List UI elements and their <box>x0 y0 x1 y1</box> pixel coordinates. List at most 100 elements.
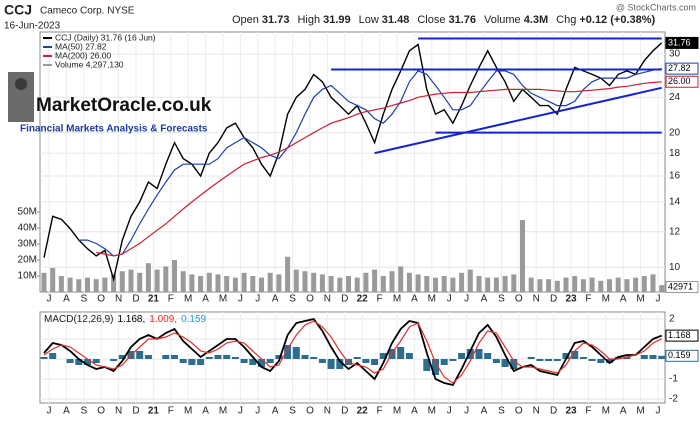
x-tick-label: J <box>255 406 260 417</box>
histogram-bar <box>240 359 248 363</box>
x-tick-label: J <box>255 294 260 305</box>
x-tick-label: A <box>202 406 209 417</box>
y-tick-label: 18 <box>669 148 681 159</box>
quote-value: 31.76 <box>448 14 476 26</box>
x-tick-label: S <box>80 294 87 305</box>
volume-bar <box>528 277 534 292</box>
x-tick-label: 23 <box>565 406 577 417</box>
x-tick-label: M <box>184 294 192 305</box>
volume-bar <box>111 274 117 292</box>
histogram-bar <box>110 359 118 361</box>
x-tick-label: D <box>132 406 139 417</box>
histogram-bar <box>623 357 631 359</box>
volume-bar <box>450 277 456 292</box>
volume-bar <box>589 277 595 292</box>
volume-bar <box>459 272 465 292</box>
volume-bar <box>415 274 421 292</box>
volume-bar <box>163 266 169 292</box>
x-tick-label: F <box>168 294 174 305</box>
y-tick-label: -2 <box>669 394 678 405</box>
volume-bar <box>50 268 56 292</box>
x-tick-label: M <box>636 406 644 417</box>
x-tick-label: N <box>115 406 122 417</box>
volume-tick-label: 30M <box>18 239 37 250</box>
x-tick-label: D <box>341 406 348 417</box>
symbol: CCJ <box>4 2 32 18</box>
volume-bar <box>154 269 160 292</box>
legend-entry: Volume 4,297,130 <box>55 59 124 69</box>
x-tick-label: F <box>377 406 383 417</box>
histogram-bar <box>310 357 318 359</box>
logo-subtitle: Financial Markets Analysis & Forecasts <box>20 124 208 135</box>
histogram-bar <box>658 355 666 359</box>
histogram-bar <box>597 359 605 363</box>
histogram-bar <box>423 359 431 371</box>
y-tick-label: 2 <box>669 314 675 325</box>
histogram-bar <box>266 359 274 363</box>
quote-value: 31.48 <box>382 14 410 26</box>
volume-bar <box>520 220 525 292</box>
histogram-bar <box>205 357 213 359</box>
volume-bar <box>172 260 177 292</box>
x-tick-label: A <box>63 406 70 417</box>
value-tag-box <box>665 349 699 362</box>
logo-figure <box>15 78 27 90</box>
x-tick-label: J <box>464 406 469 417</box>
histogram-bar <box>536 359 544 361</box>
volume-tick-label: 50M <box>18 207 37 218</box>
volume-bar <box>337 277 343 292</box>
volume-bar <box>598 280 604 292</box>
histogram-bar <box>327 359 335 369</box>
x-tick-label: N <box>324 406 331 417</box>
x-tick-label: F <box>585 406 591 417</box>
volume-bar <box>424 276 430 292</box>
histogram-bar <box>301 355 309 359</box>
histogram-bar <box>553 359 561 361</box>
histogram-bar <box>432 359 439 375</box>
y-tick-label: 24 <box>669 92 681 103</box>
histogram-bar <box>258 359 265 367</box>
histogram-bar <box>292 347 300 359</box>
histogram-bar <box>588 359 596 361</box>
x-tick-label: M <box>219 406 227 417</box>
y-tick-label: 20 <box>669 127 681 138</box>
x-tick-label: J <box>447 406 452 417</box>
y-tick-label: 16 <box>669 171 681 182</box>
histogram-bar <box>353 357 361 359</box>
volume-bar <box>580 279 586 292</box>
x-tick-label: J <box>464 294 469 305</box>
quote-label: Low <box>359 14 379 26</box>
volume-bar <box>346 276 351 292</box>
x-tick-label: S <box>289 406 296 417</box>
volume-bar <box>406 272 412 292</box>
logo-title: MarketOracle.co.uk <box>36 95 212 116</box>
macd-title: MACD(12,26,9) 1.168, 1.009, 0.159 <box>44 314 207 325</box>
x-tick-label: M <box>602 406 610 417</box>
x-tick-label: O <box>515 294 523 305</box>
value-tag: 0.159 <box>668 350 691 360</box>
volume-bar <box>441 276 447 292</box>
x-tick-label: N <box>533 406 540 417</box>
volume-bar <box>311 272 317 292</box>
x-tick-label: A <box>272 406 279 417</box>
histogram-bar <box>275 355 283 359</box>
volume-bar <box>485 277 491 292</box>
x-tick-label: A <box>411 406 418 417</box>
volume-bar <box>659 285 665 292</box>
histogram-bar <box>545 359 553 361</box>
volume-bar <box>319 274 325 292</box>
value-tag-box <box>665 281 699 293</box>
x-tick-label: M <box>636 294 644 305</box>
x-tick-label: M <box>184 406 192 417</box>
volume-bar <box>76 279 82 292</box>
histogram-bar <box>449 359 457 361</box>
x-tick-label: J <box>238 294 243 305</box>
volume-bar <box>563 277 569 292</box>
source: @ StockCharts.com <box>616 2 696 12</box>
volume-bar <box>93 279 99 292</box>
histogram-bar <box>75 359 83 365</box>
histogram-bar <box>371 359 379 365</box>
x-tick-label: A <box>272 294 279 305</box>
volume-bar <box>493 277 499 292</box>
x-tick-label: 21 <box>148 294 160 305</box>
